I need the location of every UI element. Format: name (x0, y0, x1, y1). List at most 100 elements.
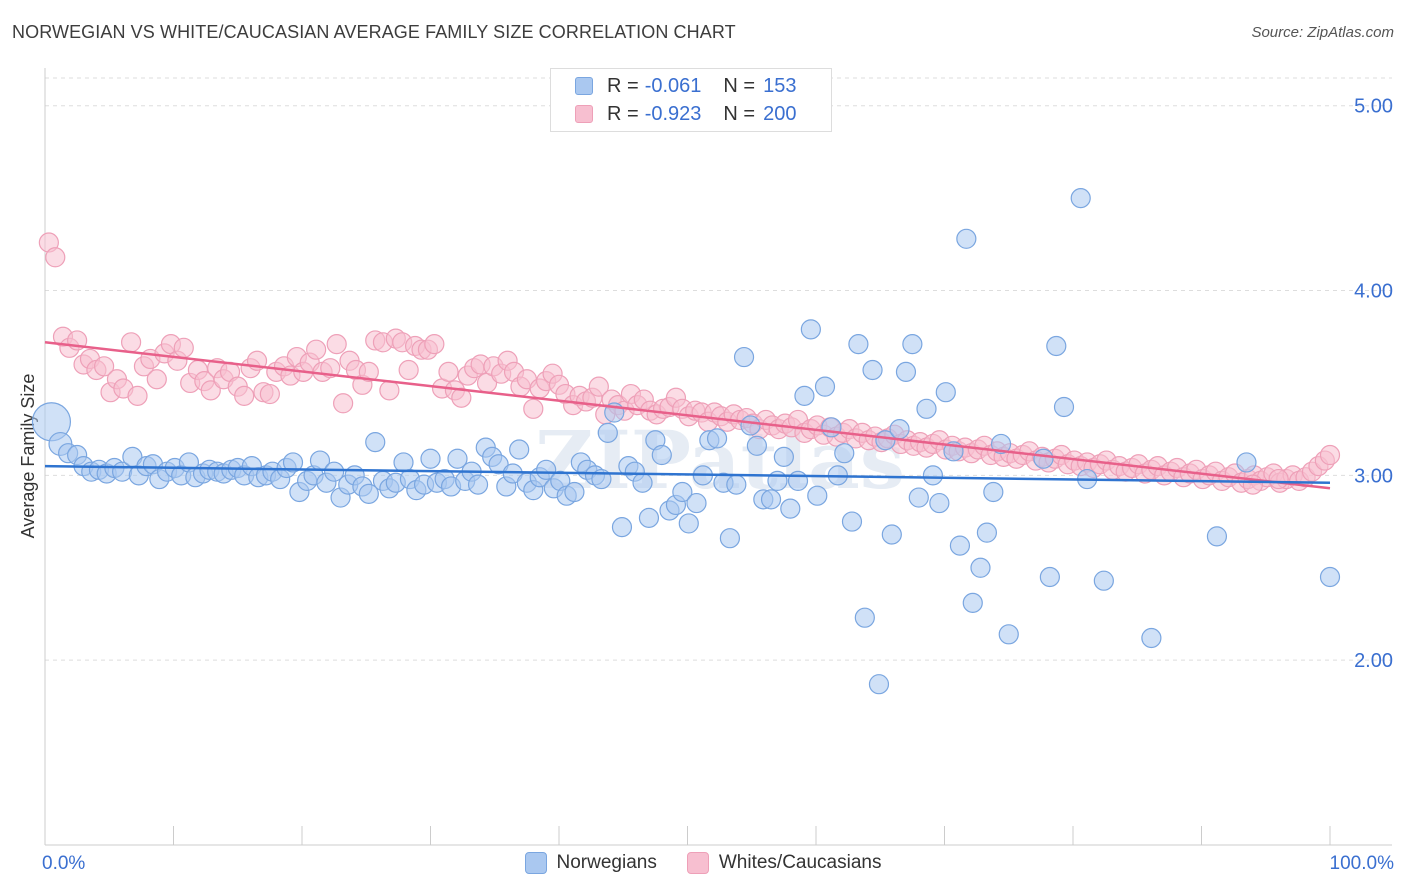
norwegians-point (686, 492, 707, 514)
norwegians-point (632, 472, 653, 493)
norwegians-point (719, 528, 741, 549)
norwegians-point (726, 474, 747, 495)
norwegians-point (282, 452, 304, 473)
norwegians-point (889, 419, 910, 440)
series-legend-whites: Whites/Caucasians (686, 852, 882, 874)
norwegians-point (1236, 452, 1257, 473)
whites-point (451, 387, 472, 408)
norwegians-point (848, 334, 869, 355)
norwegians-point (834, 443, 855, 464)
legend-swatch-norwegians (575, 77, 593, 95)
norwegians-point (841, 511, 863, 532)
norwegians-point (956, 228, 977, 249)
legend-r-value: -0.923 (644, 102, 702, 125)
norwegians-point (651, 444, 672, 466)
norwegians-point (1039, 566, 1060, 588)
norwegians-point (733, 346, 755, 368)
norwegians-point (509, 439, 530, 460)
norwegians-trend-line (44, 464, 1331, 485)
whites-point (588, 376, 609, 397)
norwegians-point (800, 319, 821, 340)
y-tick-label: 5.00 (1354, 96, 1393, 118)
norwegians-point (773, 446, 794, 467)
norwegians-point (814, 376, 836, 397)
legend-row-norwegians: R = -0.061 N = 153 (575, 75, 796, 97)
norwegians-point (821, 417, 842, 438)
legend-n-value: 200 (763, 102, 797, 125)
whites-point (424, 334, 445, 355)
series-label-whites: Whites/Caucasians (718, 852, 882, 873)
norwegians-point (949, 535, 971, 556)
legend-r-value: -0.061 (644, 74, 702, 97)
whites-point (94, 356, 115, 377)
legend-r-label: R = (607, 74, 639, 97)
whites-point (438, 361, 459, 382)
norwegians-point (976, 522, 998, 543)
norwegians-point (672, 481, 693, 503)
norwegians-point (1206, 526, 1228, 547)
norwegians-point (706, 428, 728, 449)
legend-swatch-whites (575, 105, 593, 123)
norwegians-point (597, 422, 618, 443)
norwegians-point (365, 431, 386, 453)
norwegians-point (564, 481, 585, 503)
norwegians-point (990, 433, 1012, 455)
legend-row-whites: R = -0.923 N = 200 (575, 103, 796, 125)
norwegians-point (922, 465, 944, 486)
legend-n-value: 153 (763, 74, 797, 97)
whites-point (45, 247, 66, 268)
whites-point (306, 339, 327, 360)
whites-point (1268, 468, 1289, 490)
norwegians-point (935, 382, 956, 403)
whites-point (358, 361, 379, 382)
norwegians-point (420, 448, 441, 469)
norwegians-point (1319, 566, 1341, 588)
series-legend-norwegians: Norwegians (524, 852, 657, 874)
norwegians-point (862, 359, 883, 381)
series-swatch-whites (686, 852, 709, 874)
norwegians-point (1141, 627, 1162, 649)
norwegians-point (1046, 335, 1067, 357)
norwegians-point (962, 592, 983, 613)
series-label-norwegians: Norwegians (556, 852, 657, 873)
y-tick-label: 2.00 (1354, 650, 1393, 672)
whites-trend-line (44, 341, 1331, 490)
whites-point (326, 334, 347, 355)
norwegians-point (767, 470, 788, 492)
norwegians-point (970, 557, 991, 578)
x-tick-label-max: 100.0% (1330, 853, 1395, 874)
whites-point (200, 380, 221, 401)
norwegians-point (983, 481, 1004, 503)
whites-point (146, 369, 167, 390)
norwegians-point (929, 492, 950, 514)
legend-n-label: N = (723, 102, 756, 125)
norwegians-point (488, 454, 509, 475)
source-label: Source: ZipAtlas.com (1251, 24, 1394, 41)
whites-point (127, 385, 148, 406)
norwegians-point (881, 524, 902, 545)
norwegians-point (740, 415, 761, 436)
norwegians-point (746, 435, 767, 456)
norwegians-point (611, 517, 633, 538)
whites-point (120, 332, 142, 353)
whites-point (259, 383, 280, 405)
series-legend: Norwegians Whites/Caucasians (0, 852, 1406, 874)
y-tick-label: 3.00 (1354, 465, 1393, 487)
norwegians-point (1033, 448, 1054, 469)
norwegians-point (1053, 396, 1075, 418)
whites-point (173, 337, 194, 358)
y-tick-label: 4.00 (1354, 281, 1393, 303)
whites-point (1319, 444, 1341, 466)
trend-lines-layer (44, 341, 1331, 490)
norwegians-point (638, 507, 660, 528)
norwegians-point (902, 334, 923, 355)
norwegians-point (467, 474, 489, 495)
chart-title: NORWEGIAN VS WHITE/CAUCASIAN AVERAGE FAM… (12, 22, 736, 42)
norwegians-point (447, 448, 468, 469)
x-tick-label-min: 0.0% (42, 853, 85, 874)
norwegians-point (787, 470, 809, 492)
norwegians-point (794, 385, 815, 406)
series-swatch-norwegians (524, 852, 547, 874)
